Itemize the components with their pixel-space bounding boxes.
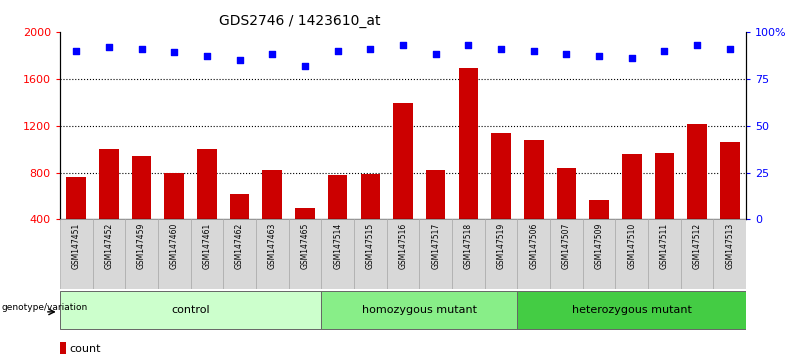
Point <box>69 48 82 53</box>
Text: GSM147506: GSM147506 <box>529 223 538 269</box>
Point <box>298 63 311 68</box>
FancyBboxPatch shape <box>158 219 191 289</box>
Text: homozygous mutant: homozygous mutant <box>361 305 477 315</box>
Bar <box>654 153 674 219</box>
Text: GSM147519: GSM147519 <box>496 223 505 269</box>
FancyBboxPatch shape <box>125 219 158 289</box>
Bar <box>524 140 543 219</box>
Text: GSM147510: GSM147510 <box>627 223 636 269</box>
Point <box>658 48 671 53</box>
Bar <box>295 208 314 219</box>
Bar <box>426 170 445 219</box>
FancyBboxPatch shape <box>484 219 517 289</box>
FancyBboxPatch shape <box>93 219 125 289</box>
Bar <box>393 103 413 219</box>
Text: GSM147461: GSM147461 <box>203 223 211 269</box>
FancyBboxPatch shape <box>615 219 648 289</box>
Text: GSM147511: GSM147511 <box>660 223 669 269</box>
FancyBboxPatch shape <box>322 291 517 329</box>
Bar <box>459 68 478 219</box>
Text: GSM147459: GSM147459 <box>137 223 146 269</box>
Point <box>429 52 442 57</box>
Text: GSM147463: GSM147463 <box>268 223 277 269</box>
FancyBboxPatch shape <box>517 219 550 289</box>
Bar <box>328 175 347 219</box>
Bar <box>197 149 217 219</box>
Text: GSM147515: GSM147515 <box>365 223 375 269</box>
FancyBboxPatch shape <box>354 219 387 289</box>
Bar <box>556 168 576 219</box>
Point <box>691 42 704 48</box>
Text: GSM147513: GSM147513 <box>725 223 734 269</box>
Point <box>626 55 638 61</box>
FancyBboxPatch shape <box>322 219 354 289</box>
Point <box>462 42 475 48</box>
Point <box>168 50 180 55</box>
Text: GSM147516: GSM147516 <box>398 223 408 269</box>
Text: control: control <box>172 305 210 315</box>
Bar <box>720 142 740 219</box>
Point <box>593 53 606 59</box>
Point <box>102 44 115 50</box>
Point <box>266 52 279 57</box>
Text: GSM147465: GSM147465 <box>301 223 310 269</box>
FancyBboxPatch shape <box>550 219 583 289</box>
Text: GSM147460: GSM147460 <box>170 223 179 269</box>
FancyBboxPatch shape <box>713 219 746 289</box>
FancyBboxPatch shape <box>256 219 289 289</box>
FancyBboxPatch shape <box>517 291 746 329</box>
FancyBboxPatch shape <box>223 219 256 289</box>
Bar <box>66 177 86 219</box>
Point <box>200 53 213 59</box>
Bar <box>99 149 119 219</box>
Point <box>560 52 573 57</box>
Text: GSM147514: GSM147514 <box>333 223 342 269</box>
Text: GDS2746 / 1423610_at: GDS2746 / 1423610_at <box>219 14 381 28</box>
FancyBboxPatch shape <box>583 219 615 289</box>
Bar <box>60 342 66 354</box>
Bar <box>361 174 380 219</box>
Text: GSM147507: GSM147507 <box>562 223 571 269</box>
Text: GSM147518: GSM147518 <box>464 223 473 269</box>
Point <box>364 46 377 52</box>
Text: GSM147509: GSM147509 <box>595 223 603 269</box>
Text: genotype/variation: genotype/variation <box>1 303 88 312</box>
Text: count: count <box>69 344 101 354</box>
Bar <box>687 125 707 219</box>
FancyBboxPatch shape <box>289 219 322 289</box>
Text: GSM147462: GSM147462 <box>235 223 244 269</box>
Text: GSM147452: GSM147452 <box>105 223 113 269</box>
Text: GSM147512: GSM147512 <box>693 223 701 269</box>
Text: GSM147451: GSM147451 <box>72 223 81 269</box>
FancyBboxPatch shape <box>648 219 681 289</box>
Bar <box>492 133 511 219</box>
Point <box>397 42 409 48</box>
Point <box>495 46 508 52</box>
Text: heterozygous mutant: heterozygous mutant <box>572 305 692 315</box>
Bar <box>263 170 282 219</box>
FancyBboxPatch shape <box>419 219 452 289</box>
Point <box>724 46 737 52</box>
Point <box>135 46 148 52</box>
Bar <box>164 172 184 219</box>
FancyBboxPatch shape <box>681 219 713 289</box>
Bar <box>589 200 609 219</box>
FancyBboxPatch shape <box>60 219 93 289</box>
FancyBboxPatch shape <box>387 219 419 289</box>
FancyBboxPatch shape <box>452 219 484 289</box>
Point <box>331 48 344 53</box>
Point <box>233 57 246 63</box>
Point <box>527 48 540 53</box>
Text: GSM147517: GSM147517 <box>431 223 440 269</box>
FancyBboxPatch shape <box>60 291 322 329</box>
FancyBboxPatch shape <box>191 219 223 289</box>
Bar <box>230 194 250 219</box>
Bar <box>622 154 642 219</box>
Bar <box>132 156 152 219</box>
